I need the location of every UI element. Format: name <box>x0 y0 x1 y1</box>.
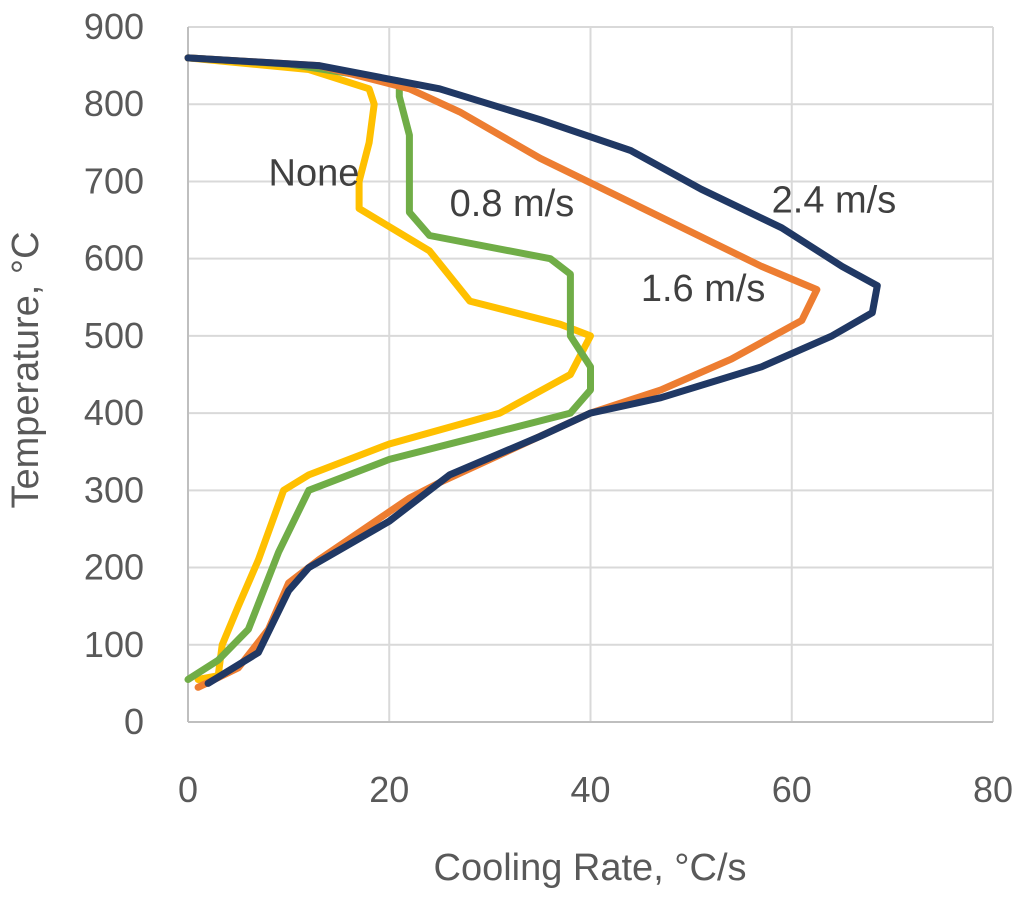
series-line-0-8-m-s <box>184 54 594 683</box>
y-tick-label: 900 <box>84 6 144 47</box>
y-tick-label: 300 <box>84 469 144 510</box>
y-axis-title: Temperature, °C <box>5 231 47 508</box>
x-tick-label: 20 <box>369 769 409 810</box>
x-tick-label: 40 <box>570 769 610 810</box>
series-label: 2.4 m/s <box>772 179 897 221</box>
x-tick-label: 80 <box>973 769 1013 810</box>
series-layer <box>184 54 881 691</box>
series-line-1-6-m-s <box>184 54 821 691</box>
y-tick-label: 200 <box>84 547 144 588</box>
series-label: 0.8 m/s <box>450 183 575 225</box>
y-tick-label: 0 <box>124 701 144 742</box>
series-label-layer: None 0.8 m/s 1.6 m/s 2.4 m/s <box>269 152 897 310</box>
y-tick-label: 100 <box>84 624 144 665</box>
y-tick-label: 500 <box>84 315 144 356</box>
x-tick-label: 60 <box>772 769 812 810</box>
series-label: None <box>269 152 360 194</box>
y-tick-label: 600 <box>84 238 144 279</box>
x-tick-label: 0 <box>178 769 198 810</box>
axis-layer: 0 100 200 300 400 500 600 700 800 900 0 20 40 60 80 <box>84 6 1013 810</box>
y-tick-label: 400 <box>84 392 144 433</box>
y-tick-label: 700 <box>84 160 144 201</box>
series-line-2-4-m-s <box>184 54 881 687</box>
series-line-none <box>184 54 594 683</box>
series-label: 1.6 m/s <box>641 268 766 310</box>
x-axis-title: Cooling Rate, °C/s <box>434 847 747 889</box>
y-tick-label: 800 <box>84 83 144 124</box>
